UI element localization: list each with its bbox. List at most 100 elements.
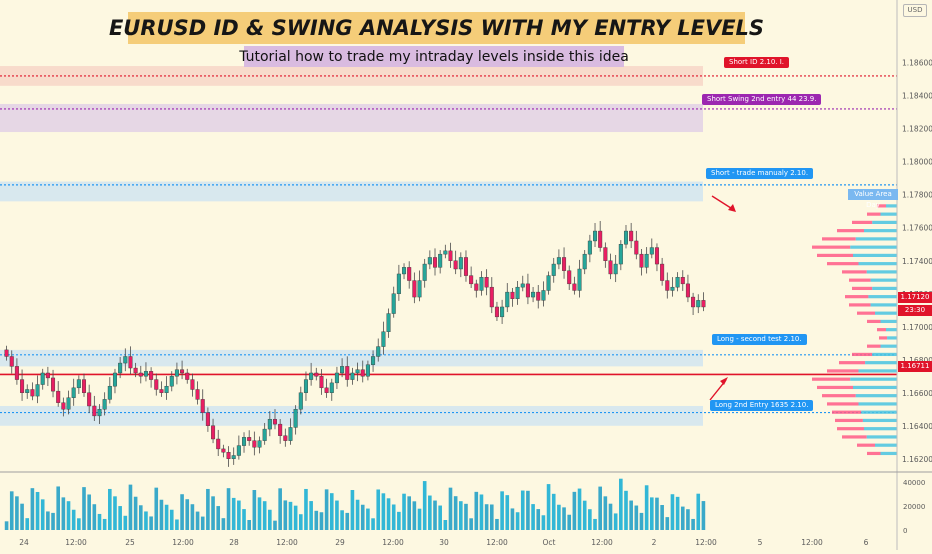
time-axis-label: 6 — [864, 538, 869, 547]
candle-body — [551, 263, 556, 276]
volume-profile-bar — [870, 278, 897, 282]
volume-bar — [593, 518, 597, 530]
candle-body — [593, 230, 598, 242]
volume-bar — [644, 485, 649, 530]
candle-body — [128, 356, 133, 369]
volume-profile-bar — [850, 245, 897, 249]
volume-profile-bar — [872, 352, 897, 357]
candle-body — [309, 372, 314, 380]
volume-bar — [350, 490, 355, 530]
candle-body — [133, 367, 138, 374]
volume-profile-bar — [857, 443, 875, 447]
volume-bar — [180, 494, 184, 530]
volume-profile-bar — [837, 427, 864, 431]
candle-body — [629, 230, 634, 242]
volume-bar — [66, 501, 71, 530]
candle-body — [66, 397, 71, 410]
candle-body — [608, 260, 613, 275]
volume-bar — [108, 488, 112, 530]
candle-body — [500, 306, 505, 318]
candle-body — [76, 379, 81, 389]
arrow-down-head — [728, 204, 736, 212]
candle-body — [35, 384, 40, 397]
candle-body — [494, 306, 499, 318]
candle-body — [319, 376, 324, 389]
time-axis-label: 12:00 — [172, 538, 194, 547]
candle-body — [180, 369, 185, 374]
volume-bar — [102, 518, 107, 530]
volume-profile-bar — [886, 328, 897, 332]
candle-body — [696, 300, 701, 308]
volume-bar — [304, 488, 308, 530]
volume-profile-bar — [866, 435, 897, 439]
candle-body — [211, 425, 216, 440]
currency-label[interactable]: USD — [903, 4, 927, 17]
candle-body — [458, 257, 463, 270]
time-axis-label: 12:00 — [591, 538, 613, 547]
annotation-long-2nd-entry[interactable]: Long 2nd Entry 1635 2.10. — [710, 400, 814, 411]
annotation-short-swing[interactable]: Short Swing 2nd entry 44 23.9. — [702, 94, 822, 105]
candle-body — [20, 379, 25, 393]
candle-body — [701, 300, 706, 308]
volume-bar — [268, 509, 272, 530]
price-axis-label: 1.18600 — [902, 59, 932, 68]
arrow-up-head — [720, 377, 728, 385]
candle-body — [102, 399, 107, 410]
volume-bar — [453, 496, 458, 530]
volume-profile-bar — [868, 295, 897, 299]
candle-body — [577, 268, 582, 291]
candle-body — [345, 366, 350, 380]
candle-body — [257, 440, 262, 448]
candle-body — [154, 379, 159, 390]
candle-body — [654, 247, 659, 265]
candle-body — [334, 372, 339, 384]
volume-profile-bar — [858, 369, 897, 373]
volume-bar — [686, 509, 690, 530]
volume-bar — [484, 504, 489, 530]
candle-body — [231, 455, 236, 459]
volume-bar — [283, 500, 288, 530]
candle-body — [278, 423, 283, 436]
candle-body — [670, 286, 675, 291]
candle-body — [303, 379, 308, 393]
candle-body — [283, 435, 288, 441]
volume-bar — [360, 504, 365, 530]
volume-bar — [598, 486, 602, 530]
volume-bar — [51, 512, 55, 530]
volume-profile-bar — [886, 204, 897, 208]
volume-profile-bar — [880, 319, 897, 324]
volume-bar — [164, 504, 169, 530]
volume-profile-bar — [855, 394, 897, 398]
long-2nd-entry-zone — [0, 405, 703, 426]
volume-bar — [649, 497, 654, 530]
candle-body — [226, 451, 231, 459]
candle-body — [298, 392, 303, 410]
candle-body — [381, 331, 386, 347]
volume-bar — [577, 488, 582, 530]
candle-body — [51, 377, 56, 392]
volume-bar — [237, 500, 241, 530]
volume-bar — [319, 512, 324, 530]
time-axis-label: 5 — [758, 538, 763, 547]
volume-profile-bar — [877, 328, 886, 332]
volume-axis-label: 40000 — [903, 479, 925, 487]
candle-body — [438, 253, 443, 268]
volume-bar — [288, 501, 293, 530]
candle-body — [598, 230, 603, 248]
short-id-zone — [0, 66, 703, 86]
annotation-long-second-test[interactable]: Long - second test 2.10. — [712, 334, 807, 345]
volume-profile-bar — [858, 262, 897, 266]
annotation-short-id[interactable]: Short ID 2.10. I. — [724, 57, 790, 68]
volume-bar — [562, 507, 566, 530]
annotation-short-manual[interactable]: Short - trade manualy 2.10. — [706, 168, 814, 179]
candle-body — [262, 428, 267, 441]
volume-bar — [489, 504, 494, 530]
volume-profile-bar — [827, 262, 859, 266]
candle-body — [329, 382, 334, 393]
candle-body — [567, 270, 572, 285]
candle-body — [505, 291, 510, 308]
candle-body — [417, 280, 422, 298]
candle-body — [82, 379, 87, 393]
